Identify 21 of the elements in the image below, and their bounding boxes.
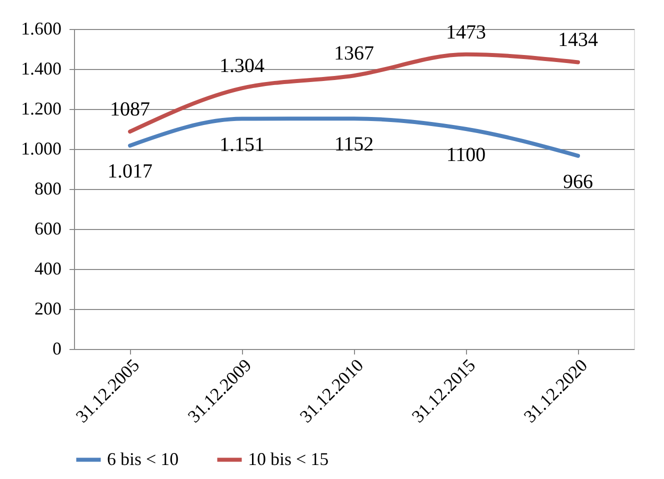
data-label: 1434	[558, 29, 598, 52]
y-tick-label: 1.400	[21, 58, 62, 78]
data-label: 1.017	[108, 160, 152, 183]
data-label: 1473	[446, 21, 486, 44]
data-label: 1.304	[220, 55, 264, 78]
y-tick-label: 1.200	[21, 98, 62, 118]
data-label: 1367	[334, 42, 374, 65]
y-tick-label: 600	[34, 218, 62, 238]
y-tick-label: 1.600	[21, 18, 62, 38]
data-label: 1152	[334, 134, 374, 156]
y-tick-label: 400	[34, 258, 62, 278]
data-label: 1100	[446, 144, 486, 166]
y-tick-label: 800	[34, 178, 62, 198]
data-label: 1087	[110, 98, 150, 121]
data-label: 1.151	[220, 134, 264, 156]
y-tick-label: 200	[34, 298, 62, 318]
legend-label: 6 bis < 10	[107, 448, 179, 469]
legend-label: 10 bis < 15	[248, 448, 329, 469]
y-tick-label: 0	[52, 338, 62, 358]
data-label: 966	[563, 170, 593, 193]
y-tick-label: 1.000	[21, 138, 62, 158]
